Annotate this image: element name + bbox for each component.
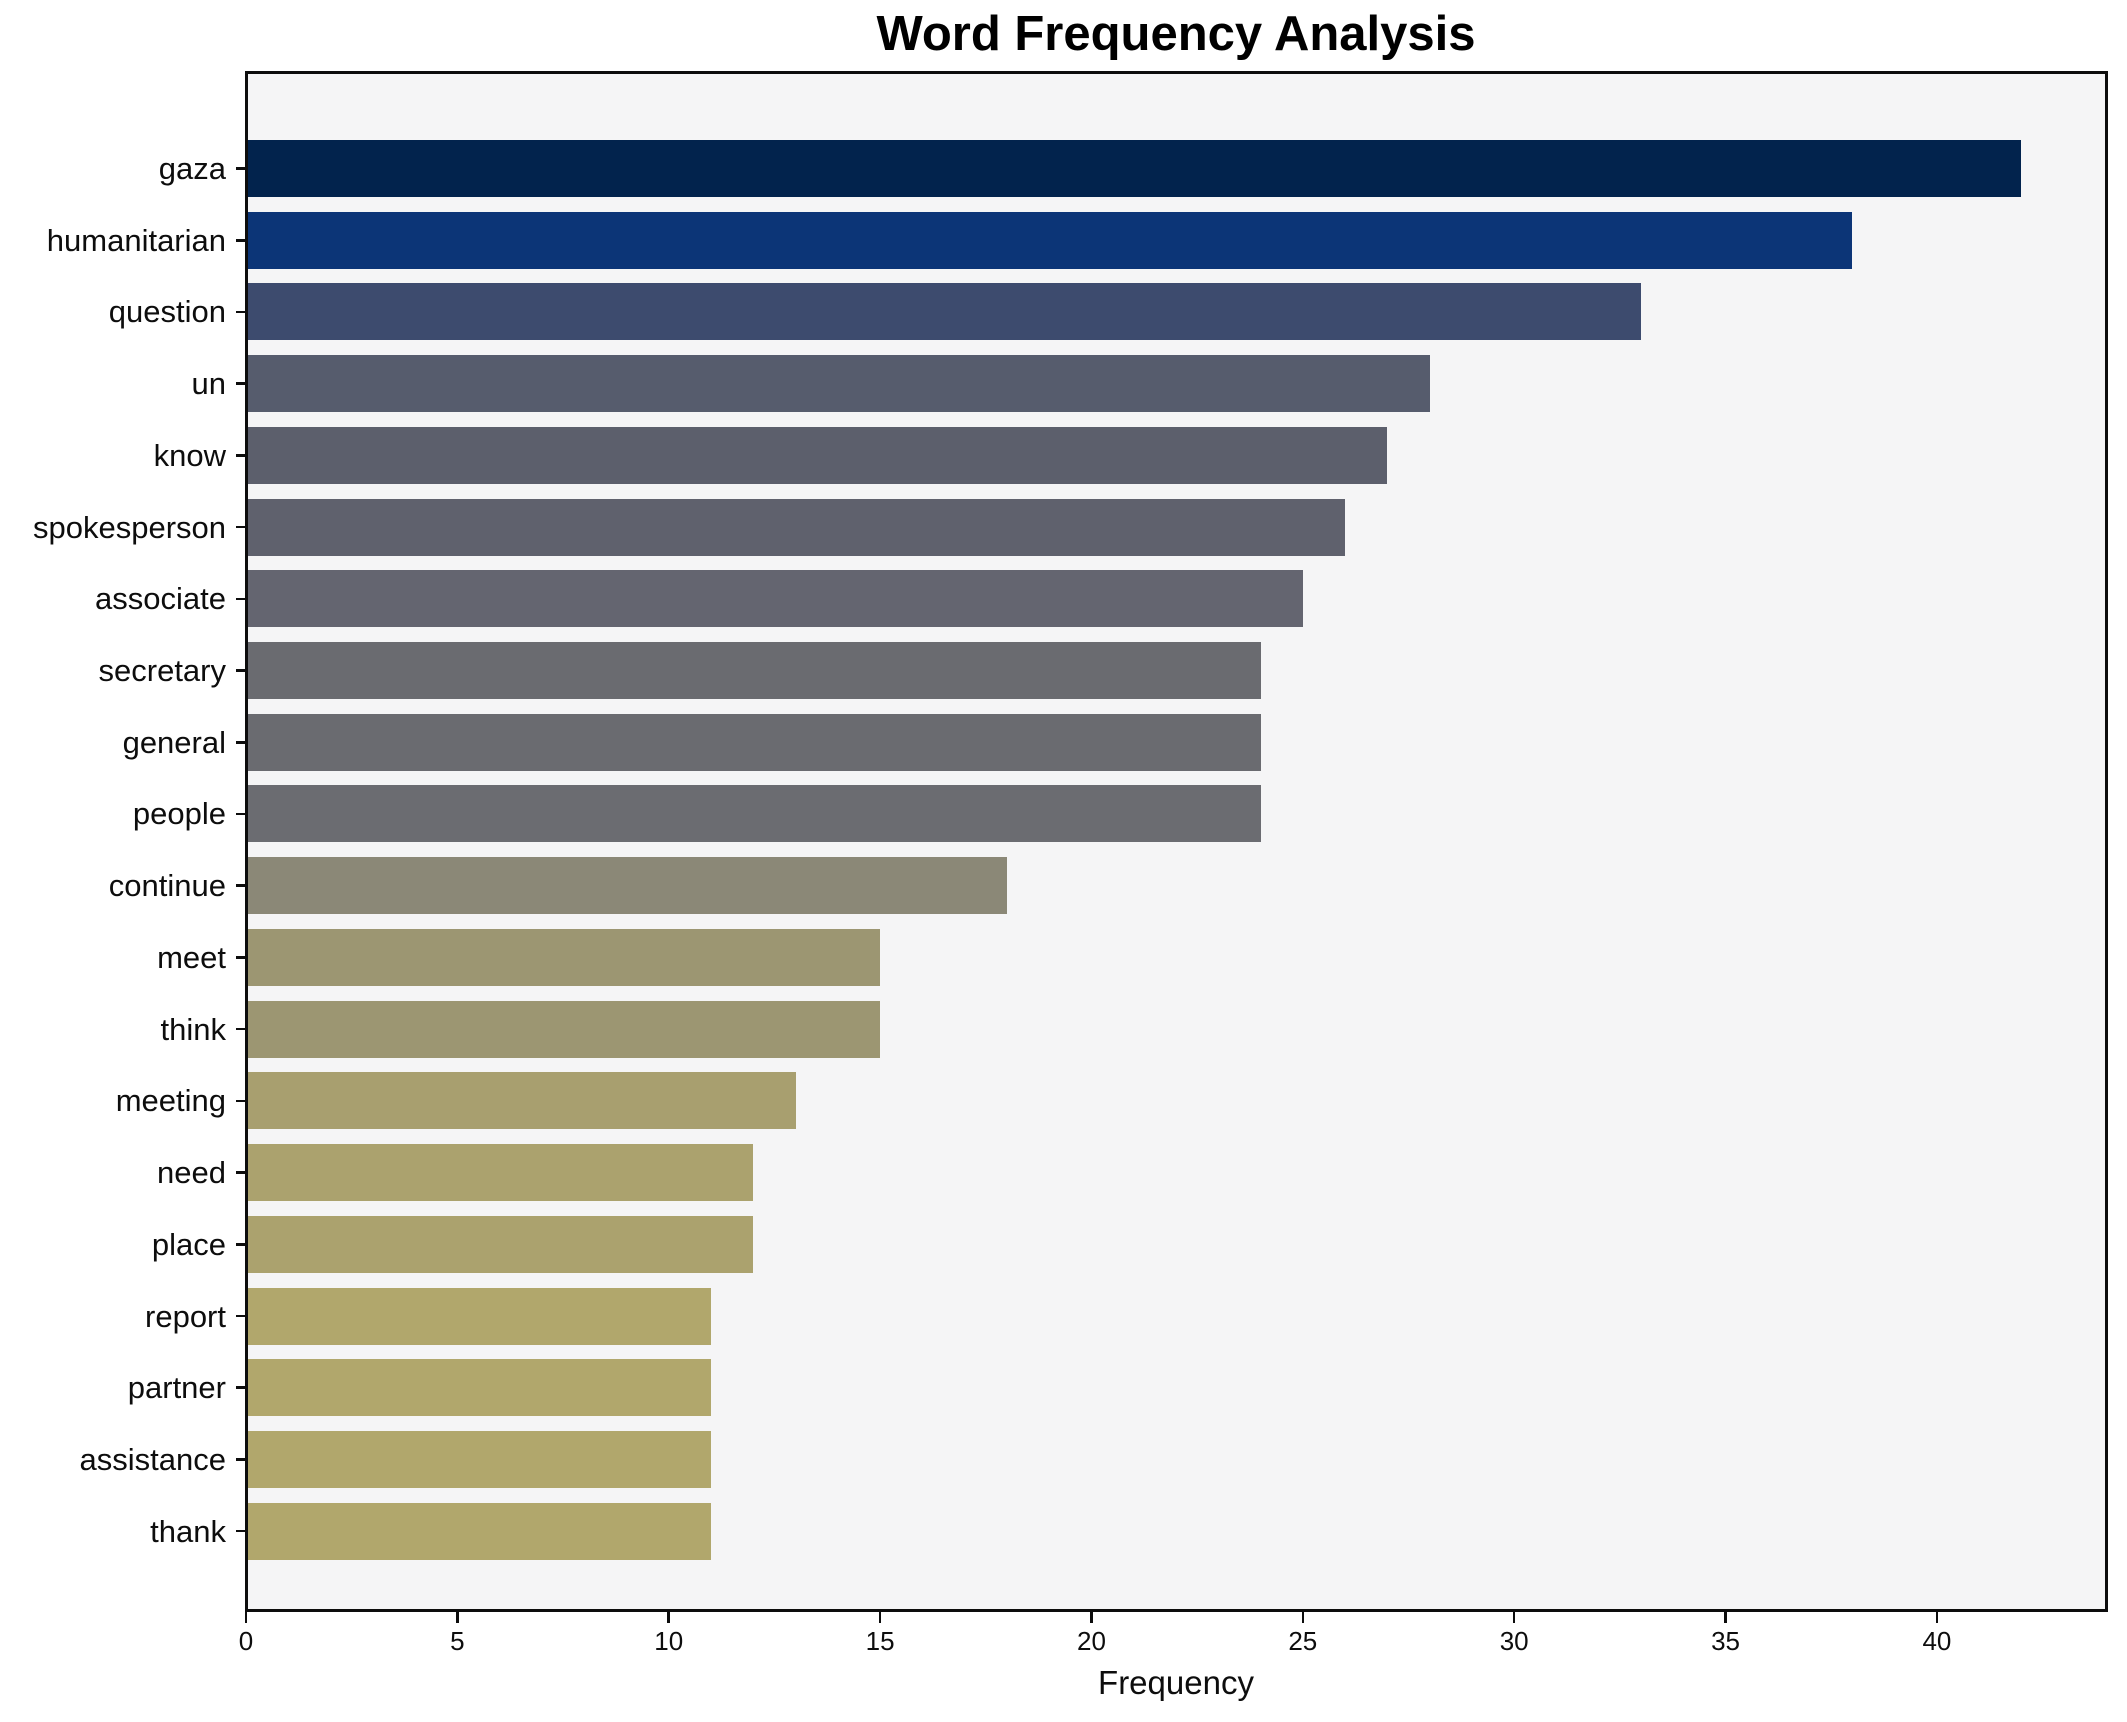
bar-humanitarian (246, 211, 1853, 269)
x-tick-label-40: 40 (1922, 1626, 1952, 1656)
y-tick-label-meeting: meeting (115, 1083, 226, 1119)
y-tick-label-think: think (160, 1011, 226, 1047)
y-tick-label-report: report (145, 1298, 226, 1334)
y-tick-mark (236, 1386, 246, 1390)
y-tick-mark (236, 310, 246, 314)
y-tick-mark (236, 167, 246, 170)
y-tick-label-assistance: assistance (79, 1441, 226, 1477)
x-tick-label-15: 15 (865, 1626, 895, 1656)
spine-right (2104, 70, 2108, 1612)
y-tick-mark (236, 382, 246, 385)
bar-think (246, 1000, 881, 1058)
y-tick-label-un: un (191, 366, 226, 402)
y-tick-label-gaza: gaza (158, 151, 226, 186)
y-tick-mark (236, 525, 246, 529)
bar-continue (246, 857, 1007, 915)
x-tick-label-25: 25 (1288, 1626, 1318, 1656)
bar-general (246, 713, 1261, 771)
bar-meet (246, 928, 881, 986)
bar-partner (246, 1359, 711, 1417)
x-tick-mark (1935, 1610, 1939, 1623)
y-tick-mark (236, 1314, 246, 1318)
y-tick-mark (236, 1027, 246, 1031)
y-tick-label-place: place (151, 1226, 226, 1262)
bar-people (246, 785, 1261, 843)
y-tick-label-thank: thank (150, 1513, 226, 1549)
x-tick-label-0: 0 (238, 1626, 254, 1656)
x-tick-mark (244, 1610, 248, 1623)
y-tick-label-partner: partner (127, 1370, 226, 1406)
bar-know (246, 426, 1388, 484)
bar-need (246, 1144, 754, 1202)
bar-thank (246, 1502, 711, 1560)
spine-bottom (244, 1608, 2108, 1612)
x-tick-mark (1724, 1610, 1727, 1623)
spine-top (244, 70, 2108, 74)
y-tick-mark (236, 1171, 246, 1174)
x-tick-label-10: 10 (654, 1626, 684, 1656)
y-tick-label-continue: continue (108, 868, 226, 904)
spine-left (244, 70, 248, 1612)
x-tick-label-20: 20 (1076, 1626, 1106, 1656)
chart-title: Word Frequency Analysis (876, 7, 1476, 61)
bar-secretary (246, 642, 1261, 700)
y-tick-label-associate: associate (95, 581, 226, 617)
y-tick-mark (236, 238, 246, 242)
y-tick-label-need: need (157, 1155, 226, 1191)
bar-report (246, 1287, 711, 1345)
y-tick-mark (236, 884, 246, 887)
bar-associate (246, 570, 1303, 628)
y-tick-mark (236, 1243, 246, 1246)
y-tick-label-question: question (108, 294, 226, 330)
x-tick-mark (1512, 1610, 1516, 1623)
y-tick-label-spokesperson: spokesperson (32, 509, 226, 545)
bar-assistance (246, 1430, 711, 1488)
x-tick-label-30: 30 (1499, 1626, 1529, 1656)
bar-place (246, 1215, 754, 1273)
bar-question (246, 283, 1641, 341)
y-tick-label-people: people (132, 796, 226, 832)
y-tick-mark (236, 956, 246, 959)
y-tick-mark (236, 1099, 246, 1103)
y-tick-label-humanitarian: humanitarian (46, 222, 226, 258)
y-tick-mark (236, 740, 246, 744)
x-tick-label-5: 5 (450, 1626, 465, 1656)
x-tick-mark (878, 1610, 882, 1623)
y-tick-mark (236, 1458, 246, 1461)
y-tick-mark (236, 597, 246, 601)
bar-gaza (246, 140, 2022, 197)
x-tick-mark (1090, 1610, 1093, 1623)
x-tick-mark (667, 1610, 671, 1623)
bar-meeting (246, 1072, 796, 1130)
x-tick-label-35: 35 (1711, 1626, 1740, 1656)
bar-un (246, 355, 1430, 413)
y-tick-mark (236, 1529, 246, 1533)
y-tick-label-meet: meet (157, 939, 226, 975)
y-tick-label-general: general (122, 724, 226, 760)
x-tick-mark (456, 1610, 459, 1623)
x-axis-label: Frequency (1098, 1664, 1254, 1701)
y-tick-mark (236, 454, 246, 457)
bar-spokesperson (246, 498, 1346, 556)
y-tick-mark (236, 812, 246, 816)
y-tick-label-know: know (153, 437, 226, 473)
y-tick-label-secretary: secretary (98, 653, 226, 689)
x-tick-mark (1301, 1610, 1305, 1623)
y-tick-mark (236, 669, 246, 672)
